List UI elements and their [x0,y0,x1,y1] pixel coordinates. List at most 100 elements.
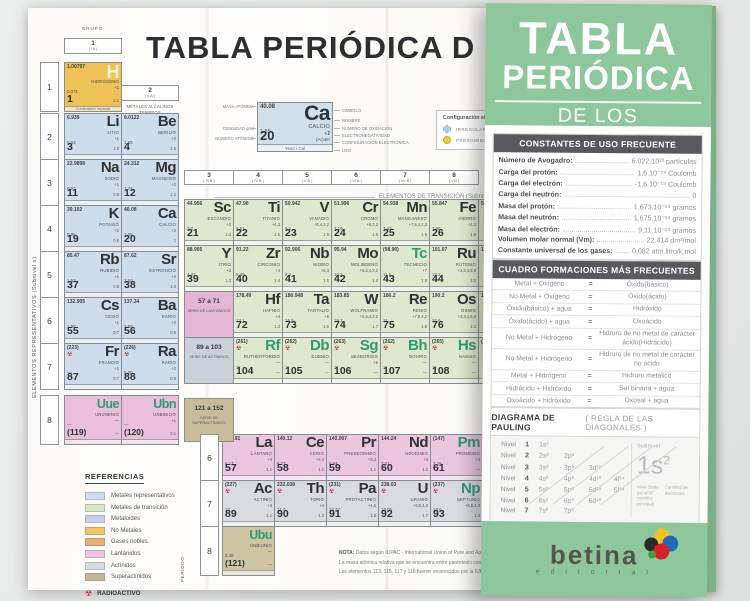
element-density: 13.1 [236,318,245,323]
pauling-diagram: Nivel 1 1s² Nivel 2 2s² 2p⁶ Nivel 3 3s² 3p⁶ 3d¹⁰ Niv… [490,436,700,524]
group-subgroup: ( III B ) [203,179,215,184]
element-Ra: (226) ☢ Ra RADIO +2 5.00 88 0.9 [121,343,179,390]
element-electronegativity: 1.6 [372,232,378,237]
element-mass: 137.34 [124,299,140,305]
equals-sign: = [588,293,593,301]
element-number: 106 [334,365,352,377]
element-use-strip [223,521,274,526]
element-oxidation: +2,3,4,6,8 [457,314,476,319]
element-oxidation: +5,3 [320,268,329,273]
key-label-right: NOMBRE [342,118,361,123]
element-electronegativity: 1.7 [422,513,428,518]
element-mass: 180.948 [285,293,304,299]
nota-line: Los elementos 113, 115, 117 y 118 fueron… [339,569,515,575]
element-number: 21 [187,227,199,239]
element-oxidation: +3,4 [367,457,376,462]
element-number: 73 [285,319,297,331]
element-Hs: (265) ☢ Hs HASSIO — —108— [429,337,479,384]
group-header-1: 1( I A ) [64,38,122,54]
element-name: HASSIO [458,354,476,359]
series-box-1: 57 a 71 SERIE DE LANTÁNIDOS [184,291,234,338]
element-density: 7.26 [433,461,442,466]
element-number: 22 [236,227,248,239]
element-use-strip [381,240,429,245]
formation-left: Metal + Hidrógeno [510,372,567,380]
element-mass: 54.938 [383,201,399,207]
group-number: 3 [207,172,211,179]
legend-swatch [85,526,105,535]
element-density: — [67,370,72,375]
element-symbol: Sr [161,251,176,268]
element-mass: (226) [124,345,136,351]
formation-left: Óxido(básico) + agua [506,305,572,313]
element-oxidation: — [422,360,427,365]
reference-pamphlet: TABLA PERIÓDICA DE LOS ELEMENTOS CONSTAN… [480,3,712,597]
legend-item: Superactínidos [85,573,195,582]
legend-label: Superactínidos [111,574,152,581]
element-electronegativity: — [275,370,280,375]
key-label-right: SÍMBOLO [342,108,362,113]
formation-left: Metal + Oxígeno [514,280,565,288]
element-number: 72 [236,319,248,331]
element-use-strip [431,475,482,480]
element-density: 6.49 [236,272,245,277]
key-symbol: Ca [304,102,330,125]
key-callout-line [334,120,340,121]
element-electronegativity: 1.8 [372,278,378,283]
element-name: BOHRIO [409,354,427,359]
element-name: HIERRO [458,216,476,221]
element-symbol: Ta [313,291,330,308]
element-Sr: 87.62 Sr ESTRONCIO +2 2.60 38 1.0 [121,251,179,298]
element-density: 4.51 [236,226,245,231]
element-oxidation: +2,3 [467,222,476,227]
element-name: SEABORGIO [351,354,378,359]
element-mass: 9.0122 [124,115,140,121]
element-electronegativity: 2.1 [113,98,119,103]
element-mass: (261) [236,339,248,345]
period-box-7: 7 [40,343,59,390]
element-use-strip [430,240,478,245]
legend-item: Gases nobles [85,538,195,547]
element-electronegativity: 0.9 [170,330,176,335]
element-name: MOLIBDENO [351,262,378,267]
legend-label: No Metales [111,527,142,534]
element-electronegativity: 1.3 [318,513,324,518]
constant-value: 22.414 dm³/mol [646,236,696,246]
dotted-leader [560,168,635,176]
referencias-title: REFERENCIAS [85,472,145,484]
formation-row: No Metal + Hidrógeno = Hidruro de no metal… [491,328,701,351]
legend-item: Metaloides [85,515,195,524]
nota-text: NOTA: Datos según IUPAC - International … [339,549,515,578]
element-Fe: 55.847 Fe HIERRO +2,3 7.86 26 1.8 [429,199,479,246]
element-electronegativity: 1.3 [225,278,231,283]
constant-value: 1,673.10⁻²⁴ gramos [633,202,697,212]
formation-left: No Metal + Hidrógeno [505,334,573,343]
element-density: 0.071 [67,89,78,94]
element-Ti: 47.90 Ti TITANIO +4,3 4.51 22 1.5 [233,199,283,246]
constant-label: Volumen molar normal (Vm): [497,235,595,245]
element-use-strip [65,292,121,297]
legend-swatch [85,549,105,558]
element-use-strip [332,286,380,291]
constant-label: Carga del neutrón: [498,190,562,199]
key-callout-line [250,128,256,129]
logo-subtitle: e d i t o r i a l [535,568,653,577]
key-density: 1.55 [260,129,271,135]
element-electronegativity: 1.8 [470,232,476,237]
element-U: 238.03 ☢ U URANIO +6,5,4,3 19.05 92 1.7 [378,480,431,527]
nota-line: NOTA: Datos según IUPAC - International … [339,550,515,556]
dotted-leader [561,213,631,221]
element-name: RADIO [161,360,176,365]
element-symbol: U [417,480,429,497]
element-symbol: Hs [457,337,477,354]
element-mass: 85.47 [67,253,80,259]
orbital: 1s² [539,441,549,449]
orbital: 2s² [539,452,549,460]
key-callout-line [334,142,340,143]
pauling-nivel-note: Nivel (dado por el Nº cuántico principal… [636,484,659,507]
pamphlet-body: CONSTANTES DE USO FRECUENTE Número de Av… [481,124,711,525]
group-subgroup: ( VI B ) [350,179,362,184]
constant-label: Carga del protón: [498,168,558,177]
element-Tc: (98.90) Tc TECNECIO +7 11.5 43 1.9 [380,245,430,292]
group-subgroup: ( VIII ) [448,179,460,184]
